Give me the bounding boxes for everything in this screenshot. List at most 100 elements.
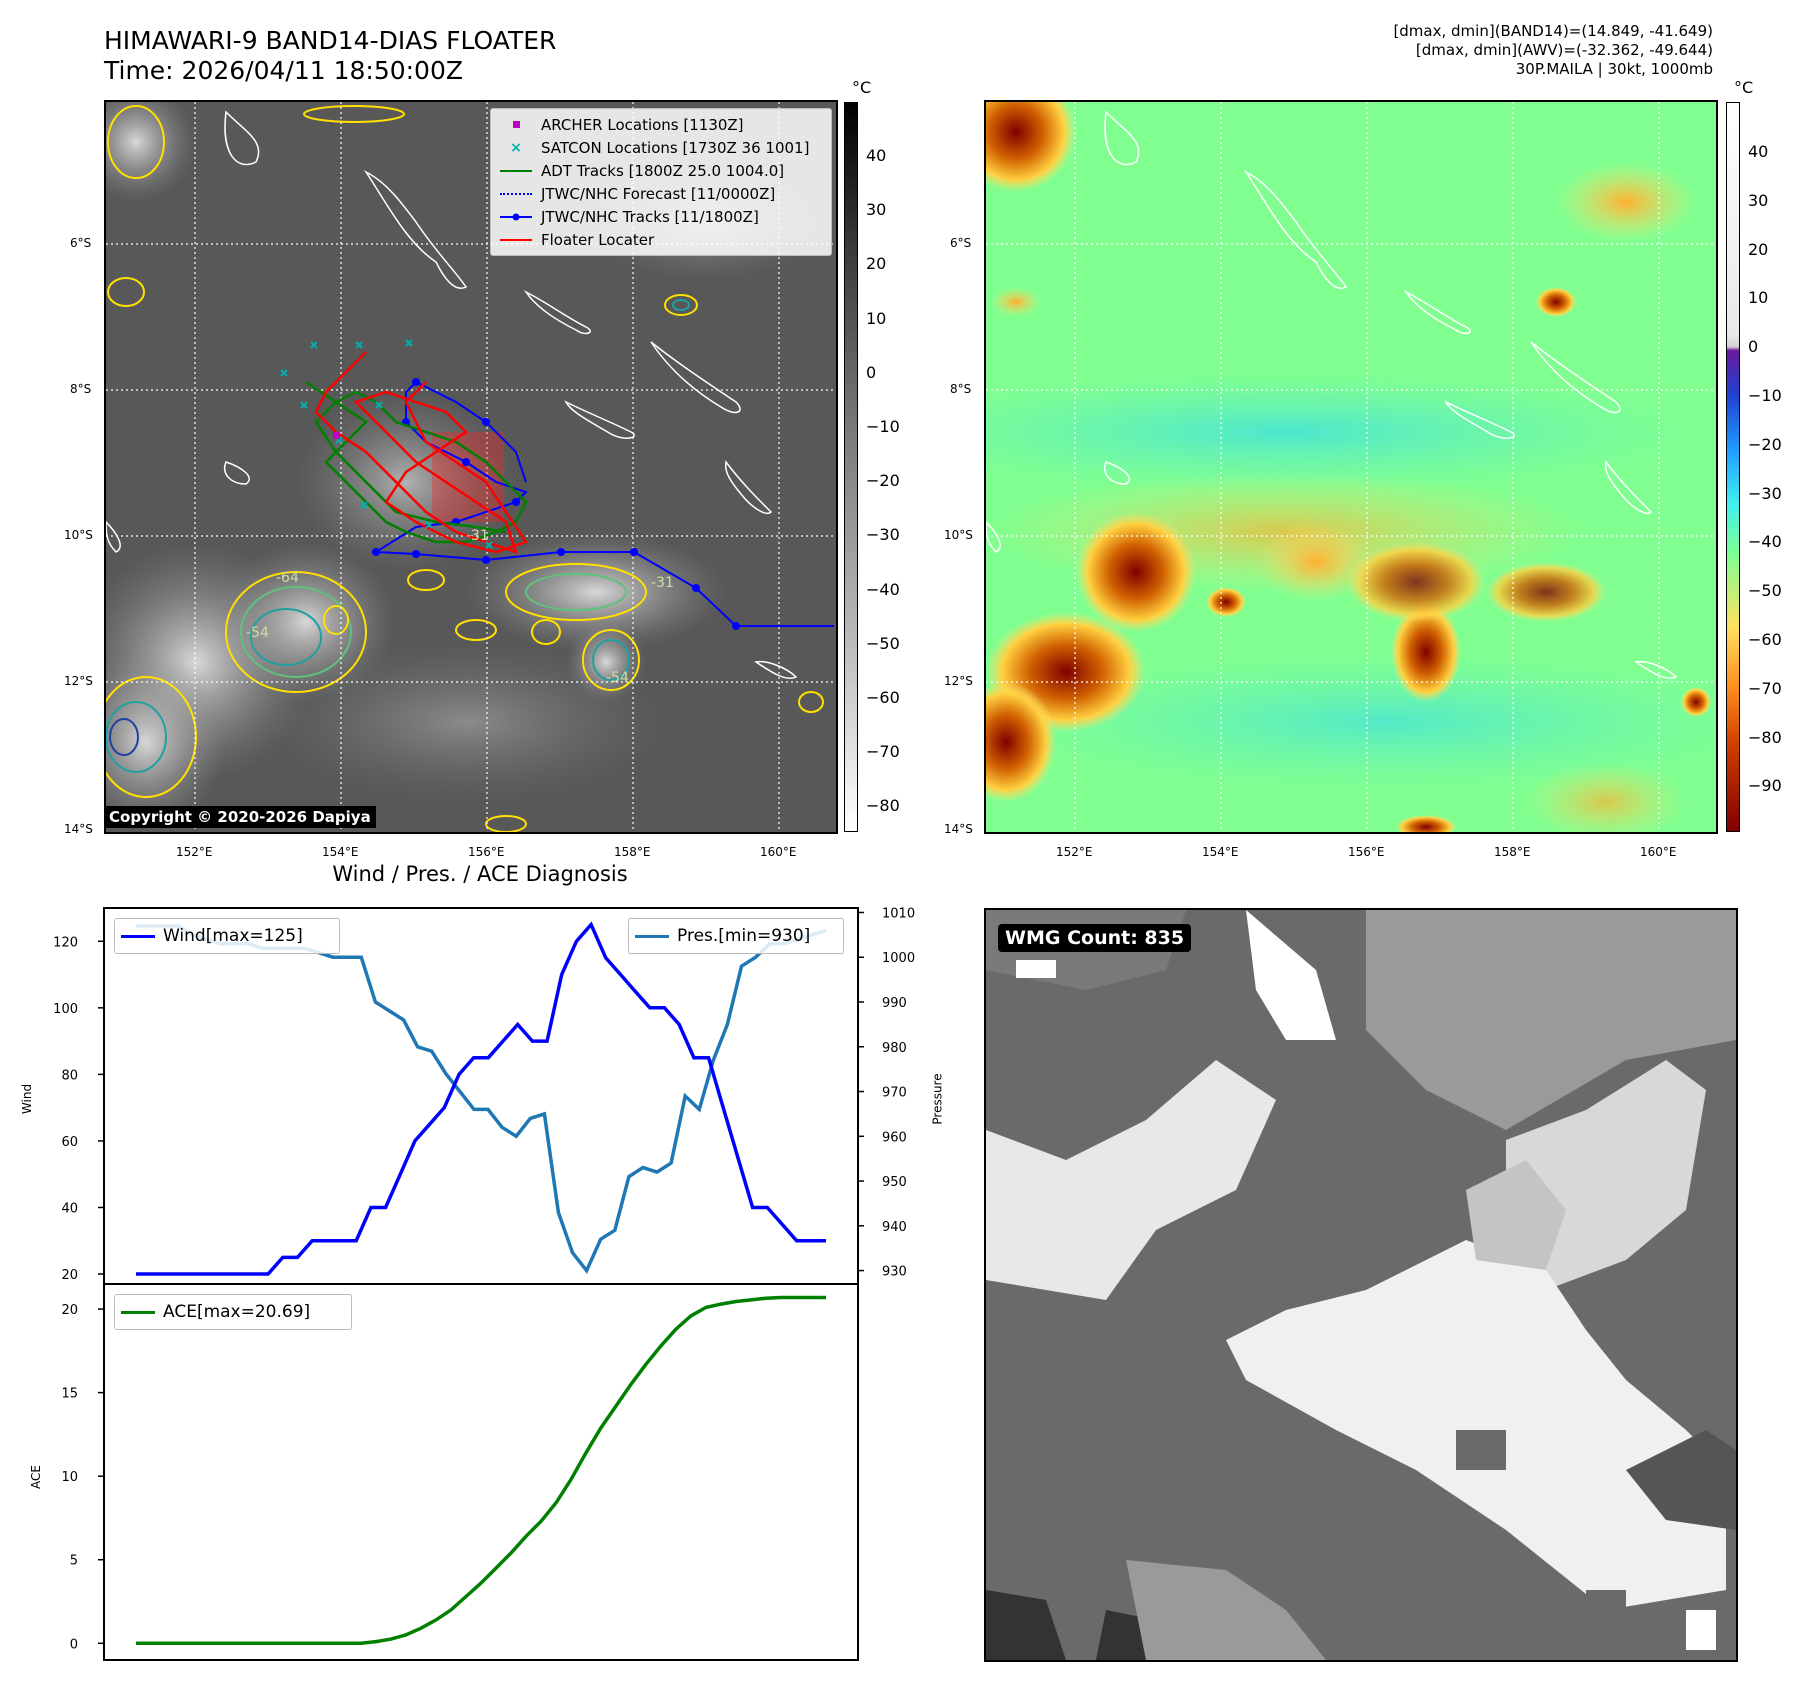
legend-item-satcon: × SATCON Locations [1730Z 36 1001]: [499, 136, 823, 159]
legend-item-floater: Floater Locater: [499, 228, 823, 251]
legend-label: Floater Locater: [541, 230, 655, 249]
colorbar-tick: −80: [1748, 727, 1782, 747]
wind-tick-label: 100: [53, 1002, 78, 1017]
legend-item-adt: ADT Tracks [1800Z 25.0 1004.0]: [499, 159, 823, 182]
colorbar-tick: −30: [866, 525, 900, 545]
legend-label: ARCHER Locations [1130Z]: [541, 115, 744, 134]
lon-tick: 154°E: [322, 845, 359, 859]
ace-tick-label: 15: [61, 1387, 78, 1402]
colorbar-tick: 10: [1748, 288, 1769, 308]
colorbar-tick: −60: [1748, 630, 1782, 649]
colorbar-tick: −90: [1748, 776, 1782, 796]
diagnosis-title: Wind / Pres. / ACE Diagnosis: [332, 862, 628, 886]
legend-label: ADT Tracks [1800Z 25.0 1004.0]: [541, 161, 785, 180]
adt-track: [305, 380, 528, 544]
wind-tick-label: 80: [61, 1068, 78, 1083]
colorbar-tick: −70: [1748, 678, 1782, 698]
legend-label: SATCON Locations [1730Z 36 1001]: [541, 138, 810, 157]
contour-label: -64: [276, 570, 299, 586]
colorbar-tick: 40: [866, 146, 887, 165]
colorbar-tick: 20: [1748, 239, 1769, 259]
info-line-2: [dmax, dmin](AWV)=(-32.362, -49.644): [1415, 41, 1713, 59]
contour-label: -54: [246, 625, 269, 641]
diagnosis-chart: 2040608010012093094095096097098099010001…: [53, 906, 915, 1661]
pressure-tick-label: 940: [882, 1220, 907, 1235]
lat-tick: 6°S: [70, 236, 92, 250]
title-line-1: HIMAWARI-9 BAND14-DIAS FLOATER: [104, 26, 557, 55]
colorbar-tick: −70: [866, 742, 900, 762]
legend-line-icon: [121, 929, 155, 943]
legend-x-icon: ×: [510, 139, 522, 156]
contour-label: -31: [466, 528, 489, 544]
ace-tick-label: 0: [70, 1637, 78, 1652]
awv-colorbar: [1726, 102, 1740, 832]
legend-line-icon: [121, 1305, 155, 1319]
floater-track: [314, 351, 528, 554]
contour-label: -31: [651, 575, 674, 591]
legend-line-icon: [635, 929, 669, 943]
lon-tick: 160°E: [760, 845, 797, 859]
pressure-tick-label: 1010: [882, 906, 915, 921]
pressure-legend: Pres.[min=930]: [628, 918, 844, 954]
pressure-tick-label: 980: [882, 1041, 907, 1056]
figure-title: HIMAWARI-9 BAND14-DIAS FLOATER Time: 202…: [104, 26, 556, 86]
colorbar-tick: 0: [1748, 337, 1759, 357]
lat-tick: 12°S: [64, 674, 93, 688]
pressure-tick-label: 930: [882, 1265, 907, 1280]
legend-item-forecast: JTWC/NHC Forecast [11/0000Z]: [499, 182, 823, 205]
lat-tick: 8°S: [950, 382, 972, 396]
awv-map-panel: [984, 100, 1718, 834]
colorbar-tick: 10: [866, 308, 887, 328]
lon-tick: 156°E: [1348, 845, 1385, 859]
wind-tick-label: 40: [61, 1201, 78, 1216]
lat-tick: 12°S: [944, 674, 973, 688]
pressure-tick-label: 1000: [882, 951, 915, 966]
colorbar-tick: 40: [1748, 142, 1769, 161]
title-line-2: Time: 2026/04/11 18:50:00Z: [104, 56, 463, 85]
copyright-badge: Copyright © 2020-2026 Dapiya: [104, 806, 376, 828]
colorbar-tick: −20: [866, 471, 900, 491]
ir-colorbar: [844, 102, 858, 832]
legend-square-icon: [499, 118, 533, 132]
lat-tick: 14°S: [64, 822, 93, 836]
info-line-1: [dmax, dmin](BAND14)=(14.849, -41.649): [1393, 22, 1713, 40]
lat-tick: 14°S: [944, 822, 973, 836]
pressure-line: [136, 924, 827, 1274]
colorbar-tick: 0: [866, 362, 877, 382]
pressure-tick-label: 960: [882, 1130, 907, 1145]
satcon-markers: [280, 339, 493, 549]
lat-tick: 10°S: [944, 528, 973, 542]
lon-tick: 158°E: [1494, 845, 1531, 859]
pressure-tick-label: 950: [882, 1175, 907, 1190]
contour-label: -54: [606, 670, 629, 686]
colorbar-tick: 30: [1748, 190, 1769, 210]
wind-tick-label: 120: [53, 935, 78, 950]
legend-label: JTWC/NHC Forecast [11/0000Z]: [541, 184, 776, 203]
floater-locater-box: [432, 432, 504, 522]
legend-item-archer: ARCHER Locations [1130Z]: [499, 113, 823, 136]
wmg-count-badge: WMG Count: 835: [998, 924, 1192, 952]
wind-legend: Wind[max=125]: [114, 918, 340, 954]
lon-tick: 158°E: [614, 845, 651, 859]
legend-label: Pres.[min=930]: [677, 926, 811, 946]
awv-colorbar-unit: °C: [1734, 78, 1754, 97]
colorbar-tick: −10: [866, 417, 900, 436]
colorbar-tick: 30: [866, 200, 887, 220]
colorbar-tick: −80: [866, 796, 900, 816]
ace-tick-label: 10: [61, 1470, 78, 1485]
colorbar-tick: −10: [1748, 386, 1782, 405]
legend-line-dot-icon: [499, 210, 533, 224]
map-legend: ARCHER Locations [1130Z] × SATCON Locati…: [490, 108, 832, 256]
pressure-tick-label: 990: [882, 996, 907, 1011]
ir-map-panel: -31 -31 -54 -64 -54 ARCHER Locations [11…: [104, 100, 838, 834]
wind-tick-label: 60: [61, 1135, 78, 1150]
lon-tick: 154°E: [1202, 845, 1239, 859]
lon-tick: 152°E: [1056, 845, 1093, 859]
colorbar-tick: −50: [866, 633, 900, 653]
lon-tick: 156°E: [468, 845, 505, 859]
legend-dotted-line-icon: [499, 187, 533, 201]
colorbar-tick: −40: [1748, 532, 1782, 552]
wind-line: [136, 921, 826, 1276]
ace-legend: ACE[max=20.69]: [114, 1294, 352, 1330]
colorbar-tick: −30: [1748, 483, 1782, 503]
